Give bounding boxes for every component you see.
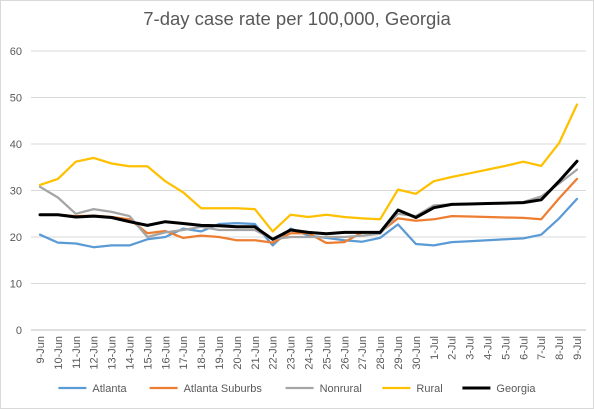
y-tick-label: 20 [10,232,22,244]
x-tick-label: 9-Jul [572,336,584,360]
y-axis-ticks: 0 10 20 30 40 50 60 [10,46,22,337]
series-lines [38,103,579,249]
x-tick-label: 8-Jul [554,336,566,360]
legend-item-atlanta-suburbs: Atlanta Suburbs [149,383,263,395]
x-tick-label: 30-Jun [411,336,423,370]
x-tick-label: 23-Jun [286,336,298,370]
x-tick-label: 3-Jul [465,336,477,360]
x-tick-label: 1-Jul [429,336,441,360]
x-tick-label: 25-Jun [321,336,333,370]
x-tick-label: 24-Jun [304,336,316,370]
y-tick-label: 10 [10,279,22,291]
series-line-rural [38,103,579,233]
x-tick-label: 4-Jul [483,336,495,360]
series-line-georgia [38,159,579,241]
x-tick-label: 11-Jun [71,336,83,369]
x-tick-label: 21-Jun [250,336,262,370]
legend-item-rural: Rural [382,383,443,395]
x-tick-label: 13-Jun [107,336,119,370]
legend-label: Atlanta [92,383,127,395]
x-tick-label: 14-Jun [124,336,136,370]
x-tick-label: 27-Jun [357,336,369,370]
x-tick-label: 19-Jun [214,336,226,370]
legend-label: Georgia [496,383,536,395]
x-tick-label: 18-Jun [196,336,208,370]
y-tick-label: 0 [16,325,22,337]
x-tick-label: 6-Jul [518,336,530,360]
y-tick-label: 60 [10,46,22,58]
y-tick-label: 50 [10,93,22,105]
x-tick-label: 29-Jun [393,336,405,370]
legend-label: Rural [416,383,442,395]
x-tick-label: 17-Jun [178,336,190,370]
x-tick-label: 16-Jun [160,336,172,370]
x-tick-label: 10-Jun [53,336,65,370]
x-tick-label: 5-Jul [500,336,512,360]
x-tick-label: 28-Jun [375,336,387,370]
x-tick-label: 26-Jun [339,336,351,370]
legend: Atlanta Atlanta Suburbs Nonrural Rural Georg… [58,383,536,395]
x-tick-label: 20-Jun [232,336,244,370]
legend-label: Nonrural [320,383,362,395]
y-tick-label: 40 [10,139,22,151]
series-line-atlanta [38,197,579,249]
legend-item-nonrural: Nonrural [285,383,362,395]
x-tick-label: 2-Jul [447,336,459,360]
chart-title: 7-day case rate per 100,000, Georgia [143,8,451,29]
x-tick-label: 12-Jun [89,336,101,370]
x-tick-label: 15-Jun [142,336,154,370]
legend-label: Atlanta Suburbs [184,383,263,395]
legend-item-atlanta: Atlanta [58,383,128,395]
y-tick-label: 30 [10,186,22,198]
x-tick-label: 7-Jul [536,336,548,360]
legend-item-georgia: Georgia [462,383,536,395]
x-tick-label: 22-Jun [268,336,280,370]
x-axis-ticks: 9-Jun 10-Jun 11-Jun 12-Jun 13-Jun 14-Jun 15-Ju… [35,336,584,370]
gridlines [31,50,586,331]
x-tick-label: 9-Jun [35,336,47,364]
